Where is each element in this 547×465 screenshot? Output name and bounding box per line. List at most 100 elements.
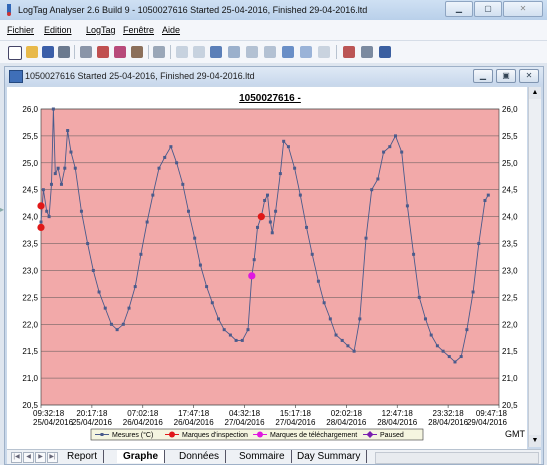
series-point [477, 242, 481, 246]
series-point [305, 225, 309, 229]
doc-close-icon[interactable]: ✕ [519, 69, 539, 83]
open-folder-icon[interactable] [26, 46, 38, 58]
y-tick-label-right: 26,0 [502, 105, 518, 114]
series-point [282, 139, 286, 143]
tab-sommaire[interactable]: Sommaire [233, 450, 292, 463]
series-point [53, 172, 57, 176]
chart-alarm-icon[interactable] [228, 46, 240, 58]
inspection-marker [37, 223, 45, 231]
series-point [447, 355, 451, 359]
toolbar-separator [336, 45, 337, 59]
timezone-label: GMT [505, 429, 525, 439]
menu-fenetre[interactable]: Fenêtre [123, 25, 155, 35]
tab-last-icon[interactable]: ▶| [47, 452, 58, 463]
help-icon[interactable] [379, 46, 391, 58]
chart-lower-icon[interactable] [246, 46, 258, 58]
series-point [278, 172, 282, 176]
close-icon[interactable]: ✕ [503, 1, 543, 17]
vertical-scrollbar[interactable]: ▲ ▼ [528, 87, 541, 447]
tab-report[interactable]: Report [61, 450, 105, 463]
tab-first-icon[interactable]: |◀ [11, 452, 22, 463]
doc-restore-icon[interactable]: ▣ [496, 69, 516, 83]
series-point [388, 145, 392, 149]
series-point [370, 188, 374, 192]
y-tick-label-left: 21,0 [22, 374, 38, 383]
series-point [328, 317, 332, 321]
menu-edition[interactable]: Edition [44, 25, 72, 35]
chart-export-icon[interactable] [318, 46, 330, 58]
series-point [412, 252, 416, 256]
series-point [270, 231, 274, 235]
tools-icon[interactable] [343, 46, 355, 58]
inspection-marker [37, 202, 45, 210]
series-point [234, 338, 238, 342]
y-tick-label-right: 22,5 [502, 293, 518, 302]
scroll-up-icon[interactable]: ▲ [529, 87, 541, 99]
series-point [263, 198, 267, 202]
tab-prev-icon[interactable]: ◀ [23, 452, 34, 463]
y-tick-label-left: 22,0 [22, 320, 38, 329]
tab-strip: |◀ ◀ ▶ ▶| Report Graphe Données Sommaire… [7, 449, 541, 464]
x-tick-date: 27/04/2016 [225, 418, 266, 427]
y-tick-label-right: 24,0 [502, 213, 518, 222]
grid-icon[interactable] [193, 46, 205, 58]
series-point [145, 220, 149, 224]
hibernate-icon[interactable] [131, 46, 143, 58]
tab-next-icon[interactable]: ▶ [35, 452, 46, 463]
series-point [198, 263, 202, 267]
wizard-icon[interactable] [114, 46, 126, 58]
legend-swatch-marker [100, 433, 104, 436]
options-icon[interactable] [361, 46, 373, 58]
doc-minimize-icon[interactable]: ▁ [473, 69, 493, 83]
x-tick-time: 04:32:18 [229, 409, 261, 418]
legend-label: Paused [380, 432, 404, 439]
logtag-app-icon [7, 4, 11, 16]
x-tick-time: 15:17:18 [280, 409, 312, 418]
tab-graphe[interactable]: Graphe [117, 450, 166, 463]
series-point [91, 268, 95, 272]
download-icon[interactable] [97, 46, 109, 58]
series-point [73, 166, 77, 170]
y-tick-label-left: 24,0 [22, 213, 38, 222]
series-point [441, 349, 445, 353]
copy-icon[interactable] [153, 46, 165, 58]
series-point [459, 355, 463, 359]
chart-range-icon[interactable] [282, 46, 294, 58]
y-tick-label-right: 21,5 [502, 347, 518, 356]
series-point [340, 338, 344, 342]
x-tick-time: 20:17:18 [76, 409, 108, 418]
menu-logtag[interactable]: LogTag [86, 25, 116, 35]
chart-overlay-icon[interactable] [300, 46, 312, 58]
series-point [352, 349, 356, 353]
y-tick-label-right: 22,0 [502, 320, 518, 329]
temperature-chart[interactable]: 1050027616 - 26,0 26,0 25,5 25,5 25,0 25,0 24,5… [7, 87, 527, 449]
minimize-icon[interactable]: ▁ [445, 1, 473, 17]
x-tick-date: 26/04/2016 [174, 418, 215, 427]
menu-aide[interactable]: Aide [162, 25, 181, 35]
tab-donnees[interactable]: Données [173, 450, 227, 463]
menu-fichier[interactable]: Fichier [7, 25, 35, 35]
chart-upper-icon[interactable] [264, 46, 276, 58]
x-tick-date: 28/04/2016 [326, 418, 367, 427]
series-point [51, 107, 55, 111]
chart-settings-icon[interactable] [210, 46, 222, 58]
y-tick-label-left: 26,0 [22, 105, 38, 114]
print-icon[interactable] [58, 46, 70, 58]
toolbar-separator [170, 45, 171, 59]
save-icon[interactable] [42, 46, 54, 58]
zoom-icon[interactable] [176, 46, 188, 58]
toolbar [0, 41, 547, 63]
x-tick-time: 09:47:18 [476, 409, 508, 418]
series-line [40, 108, 489, 363]
document-title: 1050027616 Started 25-04-2016, Finished … [25, 71, 255, 81]
logger-config-icon[interactable] [80, 46, 92, 58]
series-point [66, 129, 70, 133]
maximize-icon[interactable]: ▢ [474, 1, 502, 17]
new-file-icon[interactable] [8, 46, 22, 60]
scroll-down-icon[interactable]: ▼ [529, 435, 541, 447]
series-point [465, 328, 469, 332]
series-point [79, 209, 83, 213]
tab-day-summary[interactable]: Day Summary [291, 450, 368, 463]
x-tick-time: 09:32:18 [33, 409, 65, 418]
horizontal-scrollbar[interactable] [375, 452, 539, 464]
